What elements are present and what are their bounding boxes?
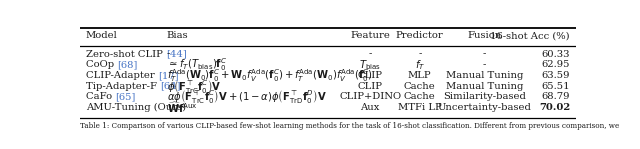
Text: $\alpha\phi\left({\bf F}_{\rm TrC}^\top {\bf f}_0^C\right){\bf V} + (1-\alpha)\p: $\alpha\phi\left({\bf F}_{\rm TrC}^\top … bbox=[167, 88, 326, 105]
Text: CoOp: CoOp bbox=[86, 60, 117, 69]
Text: MLP: MLP bbox=[408, 71, 431, 80]
Text: Uncertainty-based: Uncertainty-based bbox=[437, 103, 531, 112]
Text: CLIP+DINO: CLIP+DINO bbox=[339, 92, 401, 101]
Text: CLIP: CLIP bbox=[358, 71, 383, 80]
Text: -: - bbox=[167, 49, 170, 59]
Text: $\phi\left({\bf F}_{\rm TrC}^\top {\bf f}_0^C\right){\bf V}$: $\phi\left({\bf F}_{\rm TrC}^\top {\bf f… bbox=[167, 77, 221, 94]
Text: CLIP: CLIP bbox=[358, 82, 383, 91]
Text: $f_T$: $f_T$ bbox=[415, 58, 425, 72]
Text: 16-shot Acc (%): 16-shot Acc (%) bbox=[490, 31, 570, 40]
Text: Tip-Adapter-F: Tip-Adapter-F bbox=[86, 82, 160, 91]
Text: Aux: Aux bbox=[360, 103, 380, 112]
Text: [68]: [68] bbox=[117, 60, 138, 69]
Text: Cache: Cache bbox=[404, 82, 436, 91]
Text: Manual Tuning: Manual Tuning bbox=[445, 82, 523, 91]
Text: 65.51: 65.51 bbox=[541, 82, 570, 91]
Text: Cache: Cache bbox=[404, 92, 436, 101]
Text: $\simeq f_T(T_{\rm bias}){\bf f}_0^C$: $\simeq f_T(T_{\rm bias}){\bf f}_0^C$ bbox=[167, 56, 227, 73]
Text: -: - bbox=[483, 49, 486, 59]
Text: Model: Model bbox=[86, 31, 118, 40]
Text: Predictor: Predictor bbox=[396, 31, 444, 40]
Text: [64]: [64] bbox=[160, 82, 180, 91]
Text: Table 1: Comparison of various CLIP-based few-shot learning methods for the task: Table 1: Comparison of various CLIP-base… bbox=[80, 122, 620, 130]
Text: [17]: [17] bbox=[158, 71, 179, 80]
Text: Fusion: Fusion bbox=[467, 31, 501, 40]
Text: $T_{\rm bias}$: $T_{\rm bias}$ bbox=[359, 58, 381, 72]
Text: Zero-shot CLIP: Zero-shot CLIP bbox=[86, 49, 166, 59]
Text: $\widehat{\bf W}{\bf f}^{\rm Aux}$: $\widehat{\bf W}{\bf f}^{\rm Aux}$ bbox=[167, 100, 197, 115]
Text: 63.59: 63.59 bbox=[541, 71, 570, 80]
Text: Manual Tuning: Manual Tuning bbox=[445, 71, 523, 80]
Text: [44]: [44] bbox=[166, 49, 187, 59]
Text: Bias: Bias bbox=[167, 31, 188, 40]
Text: Similarity-based: Similarity-based bbox=[443, 92, 525, 101]
Text: Feature: Feature bbox=[350, 31, 390, 40]
Text: $f_T^{\rm Ada}({\bf W}_0){\bf f}_0^C + {\bf W}_0 f_V^{\rm Ada}({\bf f}_0^C) + f_: $f_T^{\rm Ada}({\bf W}_0){\bf f}_0^C + {… bbox=[167, 67, 372, 84]
Text: CaFo: CaFo bbox=[86, 92, 115, 101]
Text: 62.95: 62.95 bbox=[541, 60, 570, 69]
Text: MTFi LP: MTFi LP bbox=[398, 103, 442, 112]
Text: 68.79: 68.79 bbox=[541, 92, 570, 101]
Text: [65]: [65] bbox=[115, 92, 136, 101]
Text: 70.02: 70.02 bbox=[539, 103, 570, 112]
Text: AMU-Tuning (Ours): AMU-Tuning (Ours) bbox=[86, 103, 186, 112]
Text: -: - bbox=[369, 49, 372, 59]
Text: -: - bbox=[418, 49, 422, 59]
Text: -: - bbox=[483, 60, 486, 69]
Text: 60.33: 60.33 bbox=[541, 49, 570, 59]
Text: CLIP-Adapter: CLIP-Adapter bbox=[86, 71, 158, 80]
